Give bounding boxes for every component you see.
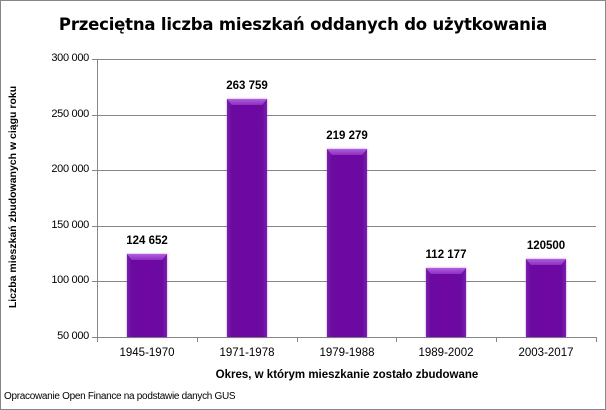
x-axis-line [97, 337, 596, 338]
y-tick-label: 150 000 [51, 219, 89, 231]
x-tick [197, 337, 198, 342]
x-category-label: 1945-1970 [119, 347, 175, 359]
gridline [97, 59, 596, 60]
x-category-label: 2003-2017 [518, 347, 574, 359]
x-tick [297, 337, 298, 342]
y-tick [92, 337, 97, 338]
x-category-label: 1989-2002 [418, 347, 474, 359]
gridline [97, 115, 596, 116]
y-tick [92, 115, 97, 116]
y-tick [92, 59, 97, 60]
y-tick-label: 250 000 [51, 108, 89, 120]
x-tick [396, 337, 397, 342]
bar-1945-1970 [127, 254, 167, 337]
x-category-label: 1971-1978 [219, 347, 275, 359]
source-note: Opracowanie Open Finance na podstawie da… [4, 391, 236, 402]
y-tick-label: 100 000 [51, 274, 89, 286]
x-tick [596, 337, 597, 342]
y-tick [92, 226, 97, 227]
y-tick [92, 170, 97, 171]
chart-title: Przeciętna liczba mieszkań oddanych do u… [58, 15, 548, 34]
bar-value-label: 263 759 [226, 80, 268, 92]
y-axis-label: Liczba mieszkań zbudowanych w ciągu roku [7, 85, 19, 309]
bar-1989-2002 [426, 268, 466, 337]
x-tick [97, 337, 98, 342]
x-category-label: 1979-1988 [319, 347, 375, 359]
y-axis-line [97, 59, 98, 338]
x-tick [496, 337, 497, 342]
bar-1979-1988 [327, 149, 367, 337]
y-tick-label: 300 000 [51, 52, 89, 64]
x-axis-label: Okres, w którym mieszkanie zostało zbudo… [215, 369, 479, 381]
bar-value-label: 219 279 [326, 130, 368, 142]
bar-1971-1978 [227, 99, 267, 337]
bar-value-label: 112 177 [425, 249, 467, 261]
y-tick-label: 50 000 [57, 330, 89, 342]
bar-value-label: 124 652 [126, 235, 168, 247]
y-tick [92, 281, 97, 282]
bar-value-label: 120500 [526, 240, 566, 252]
y-tick-label: 200 000 [51, 163, 89, 175]
bar-2003-2017 [526, 259, 566, 337]
